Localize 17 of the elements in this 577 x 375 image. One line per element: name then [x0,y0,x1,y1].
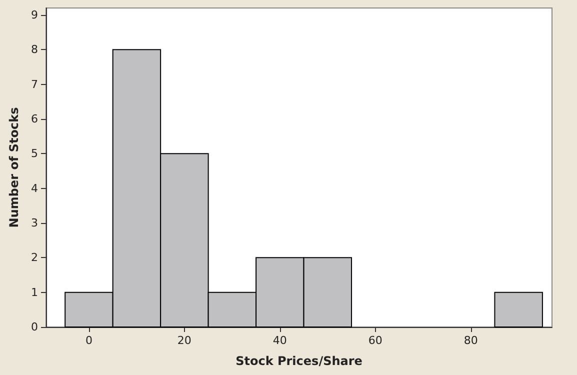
y-tick-label: 9 [31,8,38,22]
y-tick-label: 6 [31,112,38,126]
y-tick-label: 3 [31,216,38,230]
x-tick-label: 20 [177,334,192,347]
y-tick-label: 2 [31,251,38,264]
x-tick-label: 0 [85,334,92,347]
x-tick-label: 40 [272,334,287,347]
y-tick-label: 0 [31,320,38,334]
x-axis-title: Stock Prices/Share [236,354,362,368]
y-axis-title: Number of Stocks [7,107,21,228]
y-tick-label: 1 [31,286,38,299]
y-tick-label: 4 [31,182,38,195]
y-tick-label: 8 [31,43,38,56]
y-tick-label: 7 [31,78,38,91]
x-tick-label: 60 [368,334,382,347]
x-tick-label: 80 [464,334,478,347]
y-tick-label: 5 [31,147,38,160]
